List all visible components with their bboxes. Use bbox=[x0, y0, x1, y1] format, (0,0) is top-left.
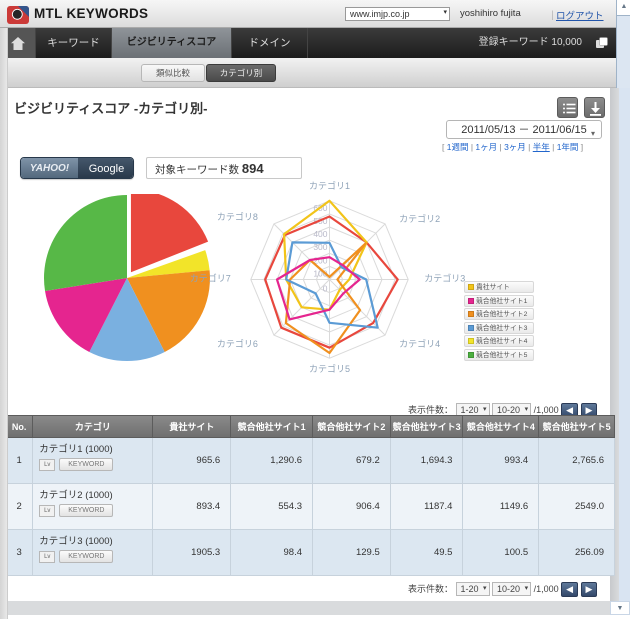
svg-text:カテゴリ3: カテゴリ3 bbox=[424, 273, 465, 284]
svg-text:カテゴリ1: カテゴリ1 bbox=[309, 180, 350, 191]
svg-text:0: 0 bbox=[323, 284, 328, 294]
svg-text:カテゴリ4: カテゴリ4 bbox=[399, 338, 440, 349]
svg-text:カテゴリ8: カテゴリ8 bbox=[217, 211, 258, 222]
svg-text:カテゴリ6: カテゴリ6 bbox=[217, 338, 258, 349]
svg-text:カテゴリ5: カテゴリ5 bbox=[309, 363, 350, 374]
svg-text:カテゴリ7: カテゴリ7 bbox=[190, 273, 231, 284]
svg-text:カテゴリ2: カテゴリ2 bbox=[399, 213, 440, 224]
svg-text:400: 400 bbox=[313, 229, 327, 239]
